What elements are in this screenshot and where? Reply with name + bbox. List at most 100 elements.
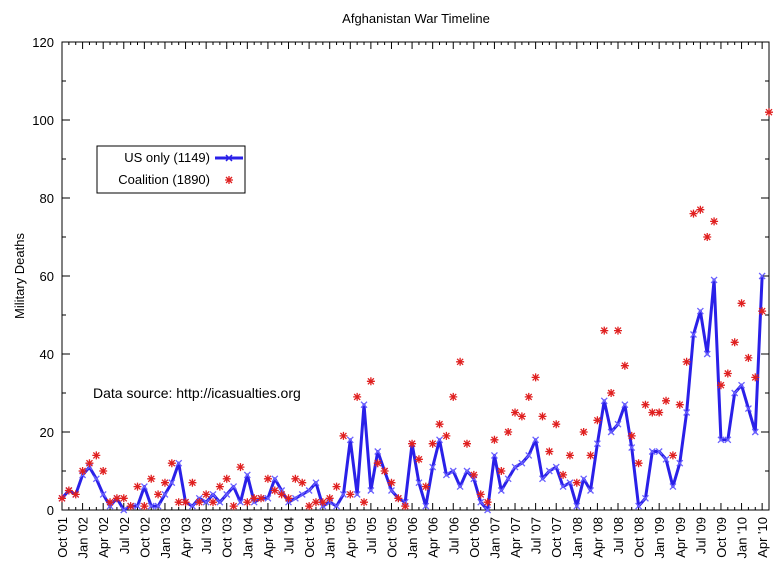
coalition-point [78,467,87,475]
x-tick-label: Jul '09 [693,517,708,554]
coalition-point [662,396,671,405]
us-point [738,381,746,389]
coalition-point [126,502,135,511]
us-point [635,502,643,510]
x-tick-label: Jan '07 [487,517,502,559]
x-tick-label: Apr '04 [261,517,276,558]
coalition-point [449,392,458,401]
legend-swatch-coalition-marker [225,176,233,184]
coalition-point [620,361,629,370]
coalition-point [284,494,293,503]
us-point [655,448,663,455]
us-point [237,498,244,506]
coalition-point [215,482,224,491]
x-tick-label: Jul '03 [199,517,214,554]
us-point [456,483,464,491]
coalition-point [181,498,190,507]
coalition-series [58,108,773,511]
coalition-point [366,377,375,386]
coalition-point [552,420,561,429]
coalition-point [325,494,334,503]
coalition-point [202,490,211,499]
coalition-point [641,400,650,409]
coalition-point [257,494,266,503]
us-point [690,331,697,338]
y-tick-label: 40 [40,347,54,362]
coalition-point [600,326,609,335]
us-point [442,471,450,479]
coalition-point [627,431,636,440]
x-tick-label: Jul '05 [364,517,379,554]
x-tick-label: Jan '05 [323,517,338,559]
us-point [559,483,567,491]
coalition-point [387,478,396,487]
coalition-point [154,490,163,499]
us-point [388,487,395,494]
x-tick-label: Oct '07 [549,517,564,558]
coalition-point [723,369,732,378]
us-point [484,506,492,514]
x-tick-label: Jan '09 [652,517,667,559]
us-point [264,494,272,502]
coalition-point [675,400,684,409]
coalition-point [744,353,753,362]
coalition-point [565,451,574,460]
legend-label-us: US only (1149) [124,150,210,165]
x-tick-label: Apr '09 [673,517,688,558]
coalition-point [298,478,307,487]
x-tick-label: Apr '06 [426,517,441,558]
us-point [648,448,656,455]
us-point [545,467,553,475]
us-point [580,475,588,483]
x-tick-label: Jan '10 [735,517,750,559]
coalition-point [318,498,327,507]
us-point [92,475,100,483]
x-tick-label: Oct '09 [714,517,729,558]
us-point [490,451,498,459]
us-point [696,307,704,315]
x-tick-label: Apr '03 [179,517,194,558]
us-point [305,487,313,494]
us-point [566,479,574,487]
us-point [518,459,526,467]
y-tick-label: 100 [32,113,54,128]
us-point [168,479,176,487]
coalition-point [380,467,389,475]
us-point [209,490,217,498]
us-point [353,490,361,498]
us-point [134,502,141,510]
us-point [230,483,238,491]
coalition-point [442,431,451,440]
us-point [463,467,471,475]
us-point [532,436,540,444]
coalition-point [655,408,664,417]
x-tick-label: Oct '04 [302,517,317,558]
coalition-point [222,474,231,483]
us-point [600,397,608,405]
coalition-point [751,373,760,382]
coalition-point [140,502,149,511]
x-tick-label: Apr '02 [96,517,111,558]
coalition-point [586,451,595,460]
us-point [291,494,299,502]
coalition-point [497,467,506,475]
legend-label-coalition: Coalition (1890) [118,172,210,187]
coalition-point [346,490,355,499]
x-tick-label: Oct '05 [384,517,399,558]
coalition-point [119,494,128,503]
us-point [436,436,443,444]
us-point [175,459,183,467]
coalition-point [435,420,444,429]
coalition-point [195,498,204,507]
coalition-point [401,502,410,511]
x-tick-label: Apr '08 [590,517,605,558]
us-point [758,272,766,280]
coalition-point [648,408,657,417]
us-point [731,389,739,397]
coalition-point [263,474,272,483]
x-tick-label: Jul '08 [611,517,626,554]
coalition-point [559,470,568,479]
x-tick-label: Jul '02 [117,517,132,554]
coalition-point [209,498,218,507]
